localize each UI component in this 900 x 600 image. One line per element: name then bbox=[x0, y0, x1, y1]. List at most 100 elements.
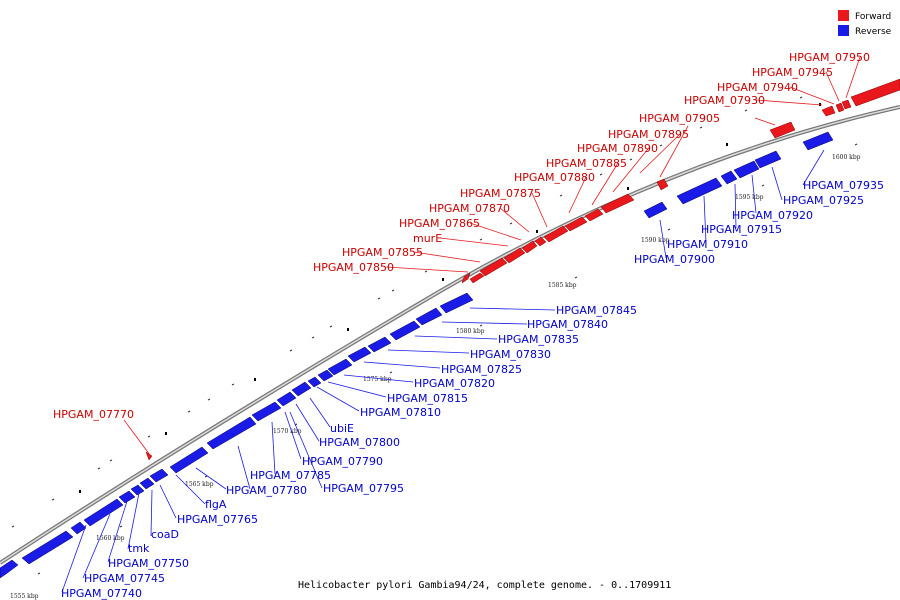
reverse-gene[interactable] bbox=[118, 490, 136, 504]
reverse-gene[interactable] bbox=[0, 559, 19, 579]
gene-label-hpgam-07765[interactable]: HPGAM_07765 bbox=[177, 513, 258, 526]
gene-label-hpgam-07865[interactable]: HPGAM_07865 bbox=[399, 217, 480, 230]
reverse-gene[interactable] bbox=[130, 484, 145, 496]
reverse-gene[interactable] bbox=[206, 416, 257, 450]
gene-label-hpgam-07935[interactable]: HPGAM_07935 bbox=[803, 179, 884, 192]
gene-label-hpgam-07820[interactable]: HPGAM_07820 bbox=[414, 377, 495, 390]
forward-gene[interactable] bbox=[584, 208, 604, 222]
reverse-gene[interactable] bbox=[439, 292, 474, 314]
forward-gene[interactable] bbox=[769, 121, 796, 139]
forward-gene[interactable] bbox=[503, 247, 526, 264]
gene-label-hpgam-07740[interactable]: HPGAM_07740 bbox=[61, 587, 142, 600]
reverse-gene[interactable] bbox=[676, 177, 723, 205]
gene-label-ubie[interactable]: ubiE bbox=[330, 422, 354, 435]
reverse-gene[interactable] bbox=[291, 381, 312, 397]
reverse-gene[interactable] bbox=[720, 170, 738, 185]
gene-label-hpgam-07790[interactable]: HPGAM_07790 bbox=[302, 455, 383, 468]
reverse-gene[interactable] bbox=[83, 498, 124, 527]
gene-label-tmk[interactable]: tmk bbox=[128, 542, 150, 555]
reverse-gene[interactable] bbox=[276, 391, 297, 407]
forward-gene[interactable] bbox=[521, 240, 538, 254]
gene-label-hpgam-07795[interactable]: HPGAM_07795 bbox=[323, 482, 404, 495]
gene-label-hpgam-07830[interactable]: HPGAM_07830 bbox=[470, 348, 551, 361]
gene-label-hpgam-07745[interactable]: HPGAM_07745 bbox=[84, 572, 165, 585]
gene-label-coad[interactable]: coaD bbox=[151, 528, 179, 541]
forward-gene[interactable] bbox=[835, 102, 845, 113]
forward-gene[interactable] bbox=[461, 272, 471, 284]
reverse-gene[interactable] bbox=[733, 160, 760, 179]
leader-lines-reverse bbox=[61, 149, 825, 593]
reverse-gene[interactable] bbox=[643, 201, 668, 219]
gene-label-hpgam-07815[interactable]: HPGAM_07815 bbox=[387, 392, 468, 405]
forward-gene[interactable] bbox=[600, 193, 635, 214]
gene-label-hpgam-07845[interactable]: HPGAM_07845 bbox=[556, 304, 637, 317]
gene-label-hpgam-07885[interactable]: HPGAM_07885 bbox=[546, 157, 627, 170]
forward-gene[interactable] bbox=[564, 216, 588, 232]
gene-label-hpgam-07880[interactable]: HPGAM_07880 bbox=[514, 171, 595, 184]
scale-label: 1580 kbp bbox=[456, 328, 485, 335]
forward-gene[interactable] bbox=[543, 225, 569, 243]
gene-label-hpgam-07915[interactable]: HPGAM_07915 bbox=[701, 223, 782, 236]
gene-label-hpgam-07750[interactable]: HPGAM_07750 bbox=[108, 557, 189, 570]
gene-label-hpgam-07930[interactable]: HPGAM_07930 bbox=[684, 94, 765, 107]
gene-label-mure[interactable]: murE bbox=[413, 232, 442, 245]
reverse-gene[interactable] bbox=[347, 346, 372, 363]
reverse-gene[interactable] bbox=[307, 376, 322, 388]
reverse-gene[interactable] bbox=[389, 320, 421, 341]
scale-label: 1595 kbp bbox=[735, 194, 764, 201]
forward-gene[interactable] bbox=[841, 99, 852, 110]
gene-label-hpgam-07780[interactable]: HPGAM_07780 bbox=[226, 484, 307, 497]
scale-label: 1585 kbp bbox=[548, 282, 577, 289]
scale-labels: 1555 kbp 1560 kbp 1565 kbp 1570 kbp 1575… bbox=[10, 154, 861, 600]
gene-label-hpgam-07770[interactable]: HPGAM_07770 bbox=[53, 408, 134, 421]
reverse-gene[interactable] bbox=[327, 358, 353, 376]
lower-dash-track bbox=[37, 143, 858, 575]
reverse-gene[interactable] bbox=[251, 401, 282, 422]
upper-dash-track bbox=[11, 96, 803, 528]
scale-label: 1570 kbp bbox=[273, 428, 302, 435]
reverse-gene[interactable] bbox=[70, 521, 87, 535]
scale-label: 1590 kbp bbox=[641, 237, 670, 244]
gene-label-hpgam-07905[interactable]: HPGAM_07905 bbox=[639, 112, 720, 125]
gene-label-hpgam-07945[interactable]: HPGAM_07945 bbox=[752, 66, 833, 79]
forward-gene[interactable] bbox=[534, 236, 547, 247]
forward-gene[interactable] bbox=[821, 105, 836, 117]
reverse-gene[interactable] bbox=[802, 131, 834, 151]
reverse-gene[interactable] bbox=[169, 446, 209, 474]
scale-label: 1575 kbp bbox=[363, 376, 392, 383]
reverse-gene[interactable] bbox=[317, 369, 334, 382]
scale-label: 1555 kbp bbox=[10, 593, 39, 600]
gene-label-hpgam-07875[interactable]: HPGAM_07875 bbox=[460, 187, 541, 200]
gene-label-hpgam-07920[interactable]: HPGAM_07920 bbox=[732, 209, 813, 222]
reverse-gene[interactable] bbox=[415, 307, 443, 326]
gene-label-hpgam-07870[interactable]: HPGAM_07870 bbox=[429, 202, 510, 215]
gene-label-hpgam-07800[interactable]: HPGAM_07800 bbox=[319, 436, 400, 449]
forward-gene[interactable] bbox=[479, 257, 508, 277]
gene-label-hpgam-07950[interactable]: HPGAM_07950 bbox=[789, 51, 870, 64]
forward-gene[interactable] bbox=[469, 272, 485, 284]
gene-label-hpgam-07925[interactable]: HPGAM_07925 bbox=[783, 194, 864, 207]
reverse-gene[interactable] bbox=[139, 477, 155, 490]
reverse-gene[interactable] bbox=[367, 336, 392, 353]
reverse-gene[interactable] bbox=[754, 150, 782, 169]
genome-caption: Helicobacter pylori Gambia94/24, complet… bbox=[298, 580, 671, 591]
gene-label-hpgam-07850[interactable]: HPGAM_07850 bbox=[313, 261, 394, 274]
gene-label-hpgam-07900[interactable]: HPGAM_07900 bbox=[634, 253, 715, 266]
gene-label-hpgam-07940[interactable]: HPGAM_07940 bbox=[717, 81, 798, 94]
gene-label-hpgam-07855[interactable]: HPGAM_07855 bbox=[342, 246, 423, 259]
gene-label-hpgam-07810[interactable]: HPGAM_07810 bbox=[360, 406, 441, 419]
reverse-gene[interactable] bbox=[21, 530, 74, 565]
reverse-gene[interactable] bbox=[149, 468, 169, 483]
gene-label-hpgam-07840[interactable]: HPGAM_07840 bbox=[527, 318, 608, 331]
legend-forward-swatch bbox=[838, 10, 849, 21]
gene-label-hpgam-07895[interactable]: HPGAM_07895 bbox=[608, 128, 689, 141]
gene-label-hpgam-07785[interactable]: HPGAM_07785 bbox=[250, 469, 331, 482]
gene-label-hpgam-07835[interactable]: HPGAM_07835 bbox=[498, 333, 579, 346]
forward-gene[interactable] bbox=[656, 178, 669, 191]
gene-label-flga[interactable]: flgA bbox=[205, 498, 227, 511]
gene-label-hpgam-07890[interactable]: HPGAM_07890 bbox=[577, 142, 658, 155]
gene-label-hpgam-07825[interactable]: HPGAM_07825 bbox=[441, 363, 522, 376]
gene-label-hpgam-07910[interactable]: HPGAM_07910 bbox=[667, 238, 748, 251]
forward-gene[interactable] bbox=[850, 78, 900, 107]
